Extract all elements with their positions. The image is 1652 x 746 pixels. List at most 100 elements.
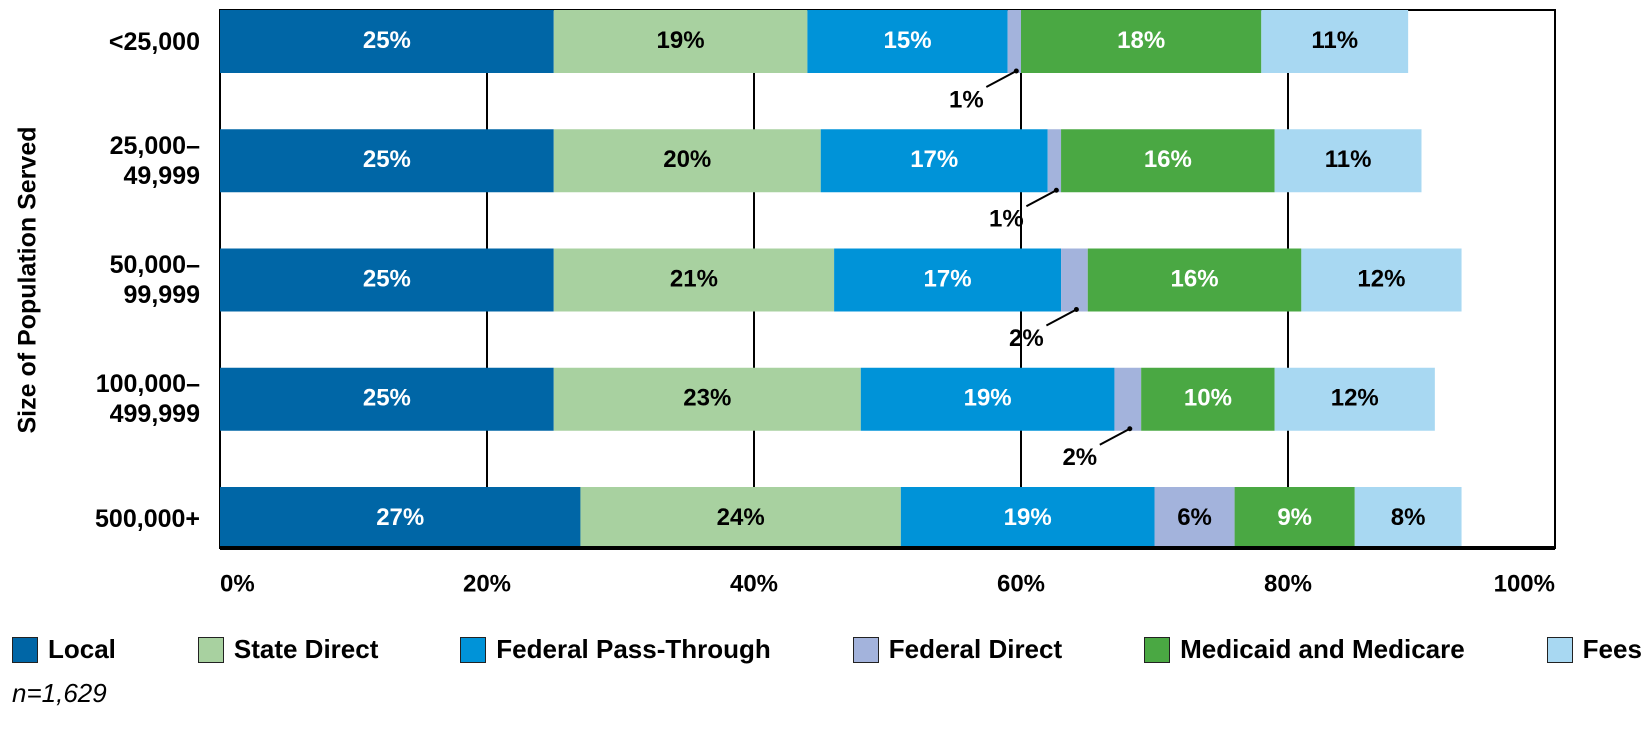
legend: Local State Direct Federal Pass-Through Fed… [12, 634, 1642, 665]
bars [220, 10, 1462, 550]
value-label: 24% [717, 504, 765, 531]
value-label: 25% [363, 146, 411, 173]
bar-segment [1007, 10, 1021, 73]
value-label: 8% [1391, 504, 1426, 531]
legend-label: Medicaid and Medicare [1180, 634, 1465, 664]
bar-segment [553, 10, 808, 73]
value-label: 16% [1144, 146, 1192, 173]
bar-segment [220, 487, 581, 550]
bar-segment [220, 129, 554, 193]
legend-label: State Direct [233, 634, 379, 664]
value-label: 20% [663, 146, 711, 173]
value-label: 19% [657, 27, 705, 54]
bar-segment [1261, 10, 1409, 73]
bar-segment [1047, 129, 1062, 193]
value-label: 19% [964, 385, 1012, 412]
legend-label: Local [48, 634, 116, 664]
legend-label: Federal Direct [888, 634, 1063, 664]
value-label: 12% [1331, 385, 1379, 412]
bar-segment [860, 367, 1115, 431]
leader-line [1025, 189, 1057, 208]
bar-segment [1021, 10, 1262, 73]
bar-segment [1061, 129, 1275, 193]
legend-item: Fees [1546, 634, 1642, 665]
value-label: 12% [1357, 265, 1405, 292]
bar-segment [820, 129, 1048, 193]
leader-line [1099, 427, 1131, 446]
bar-segment [553, 367, 861, 431]
legend-swatch [197, 636, 224, 663]
x-tick-label: 60% [997, 570, 1045, 597]
bar-segment [1301, 248, 1462, 312]
y-tick-label: 50,000–99,999 [109, 251, 200, 309]
legend-swatch [460, 636, 487, 663]
bar-segment [553, 248, 835, 312]
bar-segment [1114, 367, 1142, 431]
value-label: 25% [363, 265, 411, 292]
leader-dot [1053, 187, 1059, 193]
legend-item: Local [12, 634, 116, 665]
y-tick-label: 25,000–49,999 [109, 131, 200, 190]
legend-label: Fees [1582, 634, 1642, 664]
value-label: 9% [1277, 504, 1312, 531]
value-label: 6% [1177, 504, 1212, 531]
legend-item: State Direct [197, 634, 379, 665]
x-tick-label: 0% [220, 570, 255, 597]
value-label: 25% [363, 385, 411, 412]
value-label: 2% [1009, 325, 1044, 352]
y-tick-label: <25,000 [108, 27, 200, 56]
bar-segment [1354, 487, 1462, 550]
leader-dot [1073, 307, 1079, 312]
x-tick-label: 20% [463, 570, 511, 597]
leader-line [985, 70, 1017, 88]
bar-segment [834, 248, 1062, 312]
bar-segment [1061, 248, 1088, 312]
bar-segment [1274, 129, 1422, 193]
bar-segment [220, 10, 554, 73]
legend-item: Federal Direct [852, 634, 1063, 665]
bar-segment [1141, 367, 1275, 431]
value-labels: 25% 19% 15% 1% 18% 11% 25% 20% 17% 1% 16% 11% 25% 21%… [363, 27, 1426, 531]
value-label: 17% [910, 146, 958, 173]
value-label: 10% [1184, 385, 1232, 412]
legend-swatch [12, 636, 38, 663]
bar-segment [1234, 487, 1355, 550]
leader-dot [1013, 68, 1019, 74]
value-label: 16% [1171, 265, 1219, 292]
x-tick-label: 40% [730, 570, 778, 597]
value-label: 11% [1311, 27, 1358, 54]
y-tick-label: 500,000+ [95, 504, 200, 533]
bar-segment [900, 487, 1155, 550]
bar-segment [1087, 248, 1302, 312]
legend-swatch [1546, 636, 1573, 663]
legend-item: Federal Pass-Through [460, 634, 771, 665]
leader-dot [1127, 426, 1133, 432]
value-label: 21% [670, 265, 718, 292]
bar-segment [1154, 487, 1235, 550]
bar-segment [220, 367, 554, 431]
bar-segment [553, 129, 821, 193]
value-label: 23% [683, 385, 731, 412]
value-label: 27% [376, 504, 424, 531]
value-label: 15% [884, 27, 932, 54]
legend-label: Federal Pass-Through [496, 634, 771, 664]
bar-segment [807, 10, 1008, 73]
leader-line [1045, 308, 1077, 327]
value-label: 2% [1062, 444, 1097, 471]
bar-segment [580, 487, 901, 550]
y-tick-label: 100,000–499,999 [95, 370, 200, 429]
y-axis-label: Size of Population Served [13, 126, 42, 434]
value-label: 11% [1325, 146, 1372, 173]
x-tick-label: 80% [1264, 570, 1312, 597]
value-label: 18% [1117, 27, 1165, 54]
value-label: 17% [924, 265, 972, 292]
note: n=1,629 [12, 678, 107, 708]
bar-segment [1274, 367, 1435, 431]
legend-item: Medicaid and Medicare [1144, 634, 1465, 665]
x-tick-label: 100% [1494, 570, 1555, 597]
legend-swatch [852, 636, 879, 663]
value-label: 19% [1004, 504, 1052, 531]
value-label: 1% [989, 206, 1024, 233]
